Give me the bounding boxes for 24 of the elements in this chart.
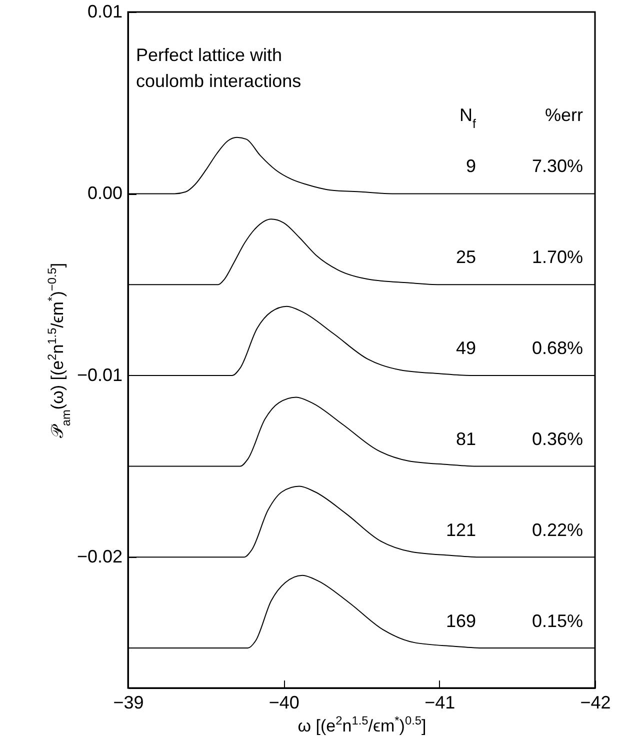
text: ω [(e$^{2}$n$^{1.5}$/ϵm$^{*}$)$^{0.5}$] [298,714,426,736]
x-tick-label: −39 [113,692,144,712]
annotation: 9 [466,156,476,176]
y-tick-label: 0.00 [87,183,122,204]
annotation: Perfect lattice with coulomb interactions [136,45,302,91]
annotation: 0.36% [532,429,583,449]
annotation: 0.22% [532,520,583,540]
annotation: 1.70% [532,247,583,267]
x-tick-label: −42 [580,692,611,712]
y-tick-label: −0.01 [76,364,122,385]
x-tick-label: −40 [268,692,300,712]
annotation: 81 [456,429,476,449]
annotation: 169 [446,611,476,631]
annotation: 121 [446,520,476,540]
annotation: 25 [456,247,476,267]
annotation: 49 [456,338,476,358]
y-tick-label: −0.02 [76,546,122,567]
annotation: %err [544,105,583,125]
annotation: 0.15% [532,611,583,631]
annotation: 0.68% [532,338,583,358]
annotation: 7.30% [532,156,583,176]
annotation: N$_{f}$ [460,105,476,131]
y-tick-label: 0.01 [87,2,122,22]
x-tick-label: −41 [424,692,456,712]
